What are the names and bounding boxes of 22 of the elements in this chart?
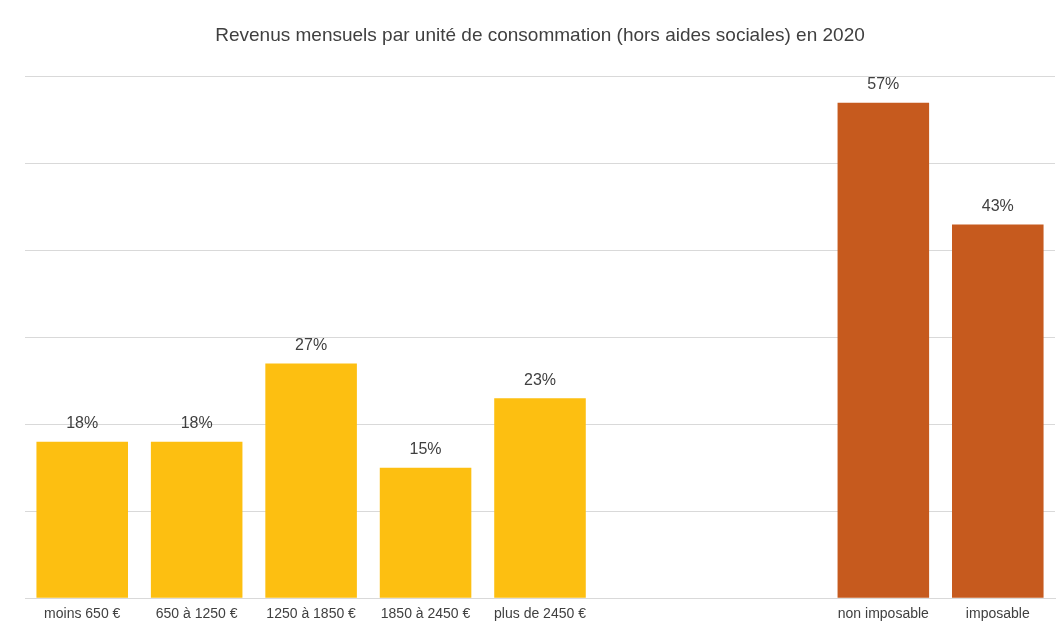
chart-title: Revenus mensuels par unité de consommation (hors aides sociales) en 2020: [215, 23, 865, 45]
data-label: 23%: [523, 370, 557, 388]
data-label: 57%: [867, 75, 900, 93]
bar: [265, 363, 357, 598]
data-label: 15%: [409, 440, 442, 458]
x-tick-label: imposable: [965, 605, 1030, 622]
bar: [837, 102, 930, 598]
data-label: 27%: [295, 335, 328, 353]
bar: [494, 398, 586, 598]
bar: [36, 441, 128, 598]
x-tick-label: 1850 à 2450 €: [380, 605, 471, 622]
x-tick-label: plus de 2450 €: [494, 605, 587, 622]
bar: [379, 467, 472, 598]
bar: [952, 224, 1044, 598]
x-tick-label: moins 650 €: [44, 605, 121, 622]
data-label: 18%: [66, 414, 99, 432]
x-tick-label: non imposable: [837, 605, 930, 622]
data-label: 43%: [981, 196, 1014, 214]
data-label: 18%: [180, 414, 213, 432]
x-tick-label: 650 à 1250 €: [155, 605, 238, 622]
bar: [150, 441, 243, 598]
x-tick-label: 1250 à 1850 €: [266, 605, 357, 622]
